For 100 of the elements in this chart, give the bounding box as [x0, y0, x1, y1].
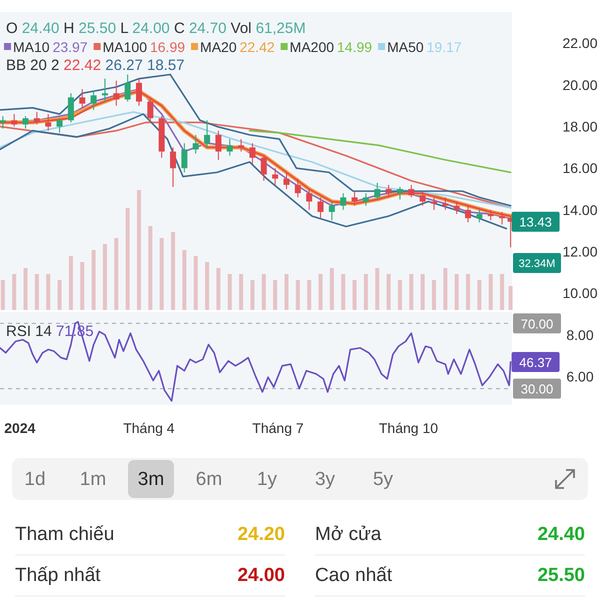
bar: [454, 274, 459, 310]
bar: [409, 274, 414, 310]
candlestick: [396, 186, 403, 200]
bar: [228, 274, 232, 310]
candlestick: [420, 190, 426, 206]
candlestick: [306, 188, 312, 210]
bar: [160, 238, 164, 310]
x-tick-label: Tháng 4: [123, 420, 175, 436]
x-tick-label: Tháng 7: [252, 420, 304, 436]
annotation: 46.37: [519, 354, 552, 370]
bar: [420, 274, 425, 310]
text: 1d: [24, 469, 46, 490]
annotation: 16.99: [150, 39, 186, 55]
annotation: 23.97: [52, 39, 88, 55]
text: 24.40: [537, 524, 585, 545]
text: Tham chiếu: [15, 524, 114, 545]
bar: [488, 274, 493, 310]
bar: [273, 280, 278, 310]
candlestick: [408, 184, 414, 198]
bar: [318, 274, 323, 310]
text: Thấp nhất: [15, 565, 102, 586]
bar: [58, 280, 62, 310]
text: 24.00: [237, 565, 285, 586]
text: 1m: [80, 469, 106, 490]
bar: [126, 208, 130, 310]
candlestick: [79, 88, 86, 108]
candlestick: [90, 90, 97, 110]
y-tick-label: 22.00: [562, 35, 598, 52]
text: 32.34M: [518, 258, 556, 270]
text: 24.20: [237, 524, 285, 545]
text: 25.50: [537, 565, 585, 586]
line-series: [0, 113, 508, 230]
bar: [352, 280, 357, 310]
candlestick: [260, 155, 267, 182]
bar: [508, 286, 513, 310]
text: Cao nhất: [315, 565, 393, 586]
y-tick-label: 10.00: [562, 285, 598, 302]
legend-label: MA10: [13, 39, 50, 55]
annotation: 13.43: [519, 214, 552, 230]
candlestick: [22, 116, 29, 130]
bar: [330, 268, 334, 310]
candlestick: [476, 209, 482, 223]
annotation: 26.27: [101, 57, 143, 74]
bar: [296, 280, 300, 310]
bar: [262, 274, 266, 310]
line-series: [0, 74, 512, 207]
candlestick: [249, 142, 256, 165]
y-tick-label: 8.00: [566, 326, 594, 343]
bar: [0, 280, 5, 310]
candlestick: [226, 138, 233, 156]
bar: [46, 274, 50, 310]
bar: [375, 268, 380, 310]
text: 3y: [314, 469, 336, 490]
candlestick: [386, 184, 392, 198]
bar: [68, 256, 73, 310]
candlestick: [204, 120, 210, 148]
bar: [12, 274, 16, 310]
candlestick: [215, 130, 222, 160]
bar: [182, 250, 186, 310]
candlestick: [430, 196, 437, 210]
bar: [171, 232, 176, 310]
bar: [239, 274, 244, 310]
bar: [102, 244, 107, 310]
candlestick: [34, 111, 40, 125]
candlestick: [340, 192, 346, 210]
bar: [386, 274, 391, 310]
annotation: 19.17: [426, 39, 462, 55]
bar: [466, 274, 470, 310]
candlestick: [238, 138, 244, 152]
candlestick: [0, 116, 6, 130]
bar: [136, 190, 141, 310]
candlestick: [45, 114, 52, 132]
bar: [34, 274, 39, 310]
bar: [205, 262, 210, 310]
candlestick: [374, 182, 380, 200]
bar: [477, 280, 482, 310]
bar: [398, 280, 402, 310]
bar: [216, 268, 220, 310]
candlestick: [68, 92, 74, 123]
bar: [307, 280, 312, 310]
text: 6m: [196, 469, 222, 490]
bar: [284, 274, 288, 310]
legend-label: MA200: [290, 39, 334, 55]
bar: [364, 274, 368, 310]
bar: [250, 280, 254, 310]
candlestick: [181, 142, 188, 173]
legend-label: MA100: [102, 39, 148, 55]
candlestick: [442, 196, 448, 210]
candlestick: [124, 74, 131, 102]
annotation: BB 20 2: [6, 57, 60, 74]
bar: [80, 262, 84, 310]
annotation: 14.99: [337, 39, 372, 55]
ref-line-label: 70.00: [520, 316, 554, 332]
y-tick-label: 6.00: [566, 368, 594, 384]
candlestick: [362, 192, 369, 206]
bar: [500, 274, 504, 310]
text: Mở cửa: [315, 524, 382, 545]
candlestick: [56, 118, 63, 134]
y-tick-label: 20.00: [562, 76, 598, 93]
candlestick: [11, 114, 18, 128]
